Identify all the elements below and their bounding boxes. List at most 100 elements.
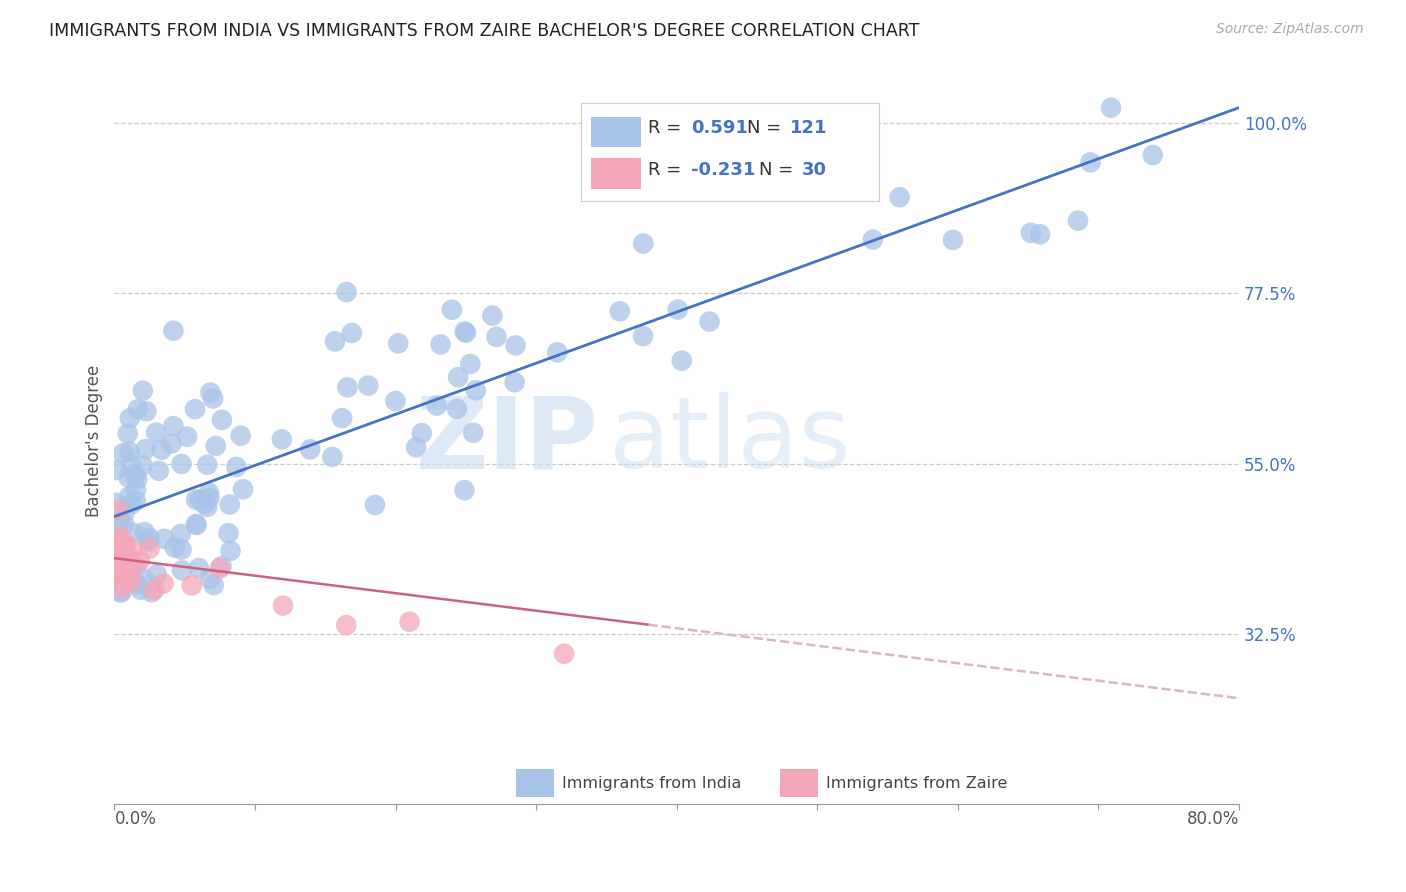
FancyBboxPatch shape <box>780 769 818 797</box>
Point <box>208 561 231 575</box>
Point <box>131 458 153 473</box>
Point <box>172 563 194 577</box>
Point <box>666 302 689 317</box>
Point <box>633 236 655 251</box>
Point <box>184 402 207 417</box>
Point <box>398 615 420 629</box>
Point <box>143 583 166 598</box>
Text: 121: 121 <box>790 119 828 136</box>
Point <box>115 552 138 566</box>
Point <box>463 425 485 440</box>
Point <box>1142 148 1164 162</box>
Point <box>118 490 141 504</box>
Point <box>125 558 148 573</box>
Text: Source: ZipAtlas.com: Source: ZipAtlas.com <box>1216 22 1364 37</box>
Point <box>104 554 127 568</box>
Text: 0.0%: 0.0% <box>114 810 156 829</box>
Text: -0.231: -0.231 <box>692 161 755 178</box>
Point <box>335 618 357 632</box>
Point <box>111 581 134 595</box>
Point <box>114 506 136 520</box>
Text: atlas: atlas <box>609 392 851 490</box>
Point <box>405 440 427 454</box>
Point <box>110 585 132 599</box>
Text: R =: R = <box>648 161 688 178</box>
Text: R =: R = <box>648 119 688 136</box>
Point <box>631 329 654 343</box>
Point <box>446 401 468 416</box>
Point <box>105 463 128 477</box>
Point <box>117 470 139 484</box>
Point <box>148 464 170 478</box>
Text: 80.0%: 80.0% <box>1187 810 1239 829</box>
Point <box>942 233 965 247</box>
Point <box>671 353 693 368</box>
Point <box>162 419 184 434</box>
Point <box>136 534 159 549</box>
Point <box>122 525 145 540</box>
Point <box>546 345 568 359</box>
Point <box>232 483 254 497</box>
Point <box>104 565 127 579</box>
Point <box>152 576 174 591</box>
Point <box>330 411 353 425</box>
Point <box>505 338 527 352</box>
Point <box>111 537 134 551</box>
Point <box>271 599 294 613</box>
Point <box>553 647 575 661</box>
Point <box>127 577 149 591</box>
Point <box>176 430 198 444</box>
Y-axis label: Bachelor's Degree: Bachelor's Degree <box>86 365 103 517</box>
Point <box>127 472 149 486</box>
Point <box>225 459 247 474</box>
Point <box>447 370 470 384</box>
Point <box>110 533 132 548</box>
Point <box>411 426 433 441</box>
Point <box>218 498 240 512</box>
Point <box>454 326 477 340</box>
Point <box>340 326 363 340</box>
Point <box>138 541 160 556</box>
Point <box>104 542 127 557</box>
Point <box>426 399 449 413</box>
Text: N =: N = <box>748 119 787 136</box>
Point <box>204 439 226 453</box>
Point <box>335 285 357 299</box>
Point <box>124 468 146 483</box>
Point <box>107 563 129 577</box>
Point <box>118 444 141 458</box>
Point <box>107 552 129 566</box>
FancyBboxPatch shape <box>591 117 641 147</box>
Point <box>1099 101 1122 115</box>
Point <box>111 536 134 550</box>
Point <box>180 578 202 592</box>
Point <box>364 498 387 512</box>
Point <box>321 450 343 464</box>
Point <box>299 442 322 457</box>
Point <box>120 574 142 589</box>
Point <box>141 585 163 599</box>
Point <box>198 491 221 505</box>
Text: ZIP: ZIP <box>415 392 598 490</box>
Point <box>211 413 233 427</box>
Point <box>202 392 225 406</box>
Point <box>198 572 221 586</box>
Point <box>170 457 193 471</box>
Text: N =: N = <box>759 161 799 178</box>
Point <box>200 385 222 400</box>
Point <box>108 530 131 544</box>
Point <box>125 483 148 497</box>
Point <box>105 521 128 535</box>
Point <box>503 376 526 390</box>
Point <box>104 496 127 510</box>
Point <box>195 458 218 472</box>
Point <box>218 526 240 541</box>
Point <box>132 572 155 586</box>
Point <box>153 532 176 546</box>
Text: 0.591: 0.591 <box>692 119 748 136</box>
Point <box>889 190 911 204</box>
Point <box>699 315 721 329</box>
Point <box>862 233 884 247</box>
Point <box>118 411 141 425</box>
Point <box>211 559 233 574</box>
